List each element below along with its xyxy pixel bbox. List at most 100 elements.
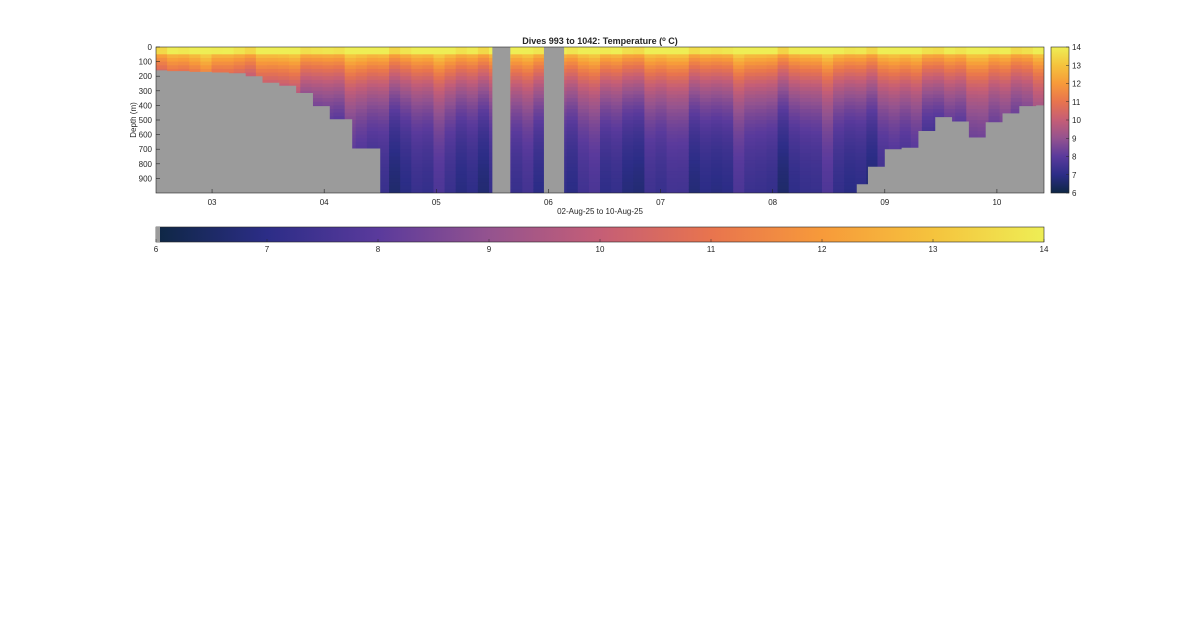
temperature-cell: [733, 116, 745, 121]
temperature-cell: [433, 127, 446, 132]
temperature-cell: [566, 123, 579, 128]
temperature-cell: [766, 160, 779, 165]
temperature-cell: [977, 109, 990, 114]
temperature-cell: [799, 120, 812, 125]
temperature-cell: [1032, 61, 1044, 66]
temperature-cell: [666, 54, 679, 59]
temperature-cell: [977, 90, 990, 96]
temperature-cell: [444, 182, 457, 187]
temperature-cell: [988, 101, 1001, 106]
temperature-cell: [333, 112, 346, 117]
temperature-cell: [899, 79, 912, 85]
temperature-cell: [711, 83, 723, 88]
temperature-cell: [511, 185, 523, 190]
temperature-cell: [933, 109, 945, 114]
temperature-cell: [588, 65, 601, 70]
temperature-cell: [777, 174, 790, 179]
temperature-cell: [566, 112, 579, 117]
temperature-cell: [799, 174, 812, 179]
temperature-cell: [1032, 47, 1044, 52]
temperature-cell: [899, 120, 912, 125]
temperature-cell: [810, 61, 823, 66]
temperature-cell: [289, 50, 301, 55]
temperature-cell: [267, 79, 279, 85]
temperature-cell: [988, 116, 1001, 121]
temperature-cell: [977, 112, 990, 117]
temperature-cell: [988, 87, 1001, 92]
temperature-cell: [655, 189, 668, 193]
temperature-cell: [1021, 47, 1034, 52]
temperature-cell: [910, 47, 923, 52]
temperature-cell: [921, 72, 934, 77]
temperature-cell: [411, 116, 423, 121]
temperature-cell: [822, 156, 834, 161]
temperature-cell: [666, 171, 679, 176]
temperature-cell: [244, 65, 257, 70]
temperature-cell: [944, 54, 956, 59]
temperature-cell: [522, 61, 534, 66]
temperature-cell: [666, 90, 679, 96]
temperature-cell: [389, 149, 401, 154]
temperature-cell: [455, 152, 468, 158]
temperature-cell: [777, 61, 790, 66]
temperature-cell: [777, 65, 790, 70]
temperature-cell: [355, 145, 368, 150]
temperature-cell: [777, 57, 790, 63]
temperature-cell: [722, 101, 734, 106]
temperature-cell: [822, 134, 834, 139]
temperature-cell: [511, 123, 523, 128]
temperature-cell: [899, 105, 912, 110]
temperature-cell: [755, 105, 768, 110]
temperature-cell: [466, 167, 479, 172]
temperature-cell: [810, 94, 823, 99]
temperature-cell: [722, 109, 734, 114]
temperature-cell: [933, 94, 945, 99]
temperature-cell: [688, 171, 701, 176]
temperature-cell: [633, 54, 645, 59]
temperature-cell: [677, 163, 690, 169]
temperature-cell: [244, 61, 257, 66]
temperature-cell: [433, 54, 446, 59]
temperature-cell: [666, 79, 679, 85]
temperature-cell: [566, 65, 579, 70]
temperature-cell: [422, 182, 435, 187]
temperature-cell: [910, 98, 923, 103]
temperature-cell: [588, 50, 601, 55]
temperature-cell: [688, 50, 701, 55]
temperature-cell: [344, 57, 357, 63]
temperature-cell: [422, 149, 435, 154]
temperature-cell: [833, 50, 845, 55]
temperature-cell: [855, 116, 867, 121]
temperature-cell: [477, 167, 490, 172]
temperature-cell: [688, 87, 701, 92]
temperature-cell: [666, 178, 679, 183]
temperature-cell: [744, 76, 756, 81]
temperature-cell: [833, 178, 845, 183]
temperature-cell: [333, 101, 346, 106]
temperature-cell: [666, 134, 679, 139]
temperature-cell: [966, 76, 978, 81]
temperature-cell: [588, 127, 601, 132]
temperature-cell: [766, 185, 779, 190]
temperature-cell: [799, 127, 812, 132]
temperature-cell: [677, 156, 690, 161]
temperature-cell: [777, 123, 790, 128]
temperature-cell: [966, 47, 978, 52]
temperature-cell: [844, 156, 856, 161]
temperature-cell: [833, 120, 845, 125]
temperature-cell: [455, 98, 468, 103]
temperature-cell: [722, 90, 734, 96]
temperature-cell: [511, 61, 523, 66]
temperature-cell: [455, 90, 468, 96]
temperature-cell: [433, 112, 446, 117]
temperature-cell: [411, 47, 423, 52]
temperature-cell: [910, 87, 923, 92]
temperature-cell: [633, 123, 645, 128]
y-tick-label: 800: [139, 160, 153, 169]
temperature-cell: [411, 127, 423, 132]
temperature-cell: [222, 47, 235, 52]
temperature-cell: [267, 47, 279, 52]
temperature-cell: [378, 171, 390, 176]
temperature-cell: [833, 101, 845, 106]
temperature-cell: [955, 68, 967, 74]
